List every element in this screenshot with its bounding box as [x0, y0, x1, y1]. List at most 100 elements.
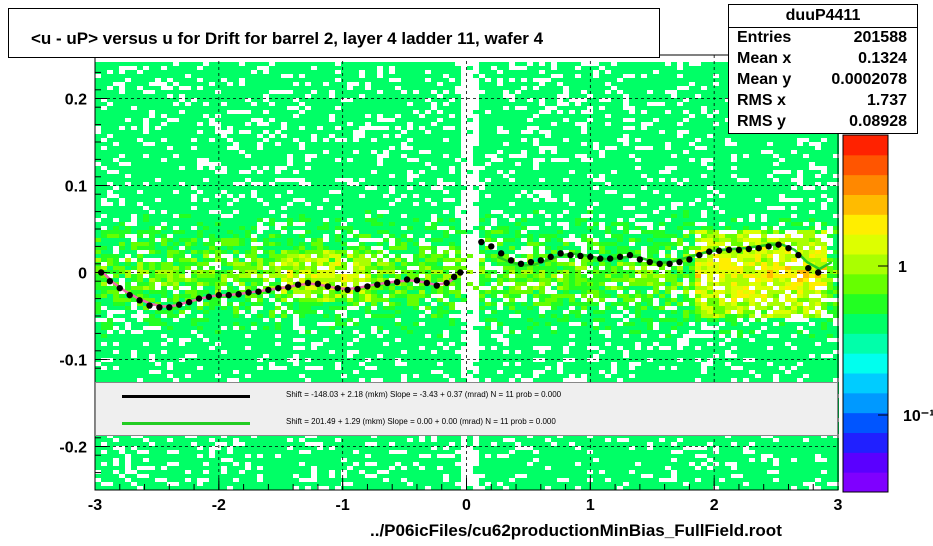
heatmap-cell: [329, 366, 335, 370]
heatmap-cell: [401, 242, 407, 246]
heatmap-cell: [407, 182, 413, 186]
heatmap-cell: [137, 286, 143, 290]
heatmap-cell: [155, 162, 161, 166]
heatmap-cell: [425, 274, 431, 278]
heatmap-cell: [323, 378, 329, 382]
heatmap-cell: [167, 238, 173, 242]
heatmap-cell: [335, 322, 341, 326]
heatmap-cell: [167, 110, 173, 114]
heatmap-cell: [245, 202, 251, 206]
heatmap-cell: [359, 326, 365, 330]
heatmap-cell: [293, 246, 299, 250]
heatmap-cell: [95, 166, 101, 170]
heatmap-cell: [251, 478, 257, 482]
heatmap-cell: [341, 82, 347, 86]
heatmap-cell: [377, 242, 383, 246]
heatmap-cell: [275, 214, 281, 218]
heatmap-cell: [389, 218, 395, 222]
heatmap-cell: [257, 258, 263, 262]
heatmap-cell: [119, 74, 125, 78]
heatmap-cell: [407, 322, 413, 326]
heatmap-cell: [107, 118, 113, 122]
heatmap-cell: [407, 210, 413, 214]
heatmap-cell: [209, 478, 215, 482]
heatmap-cell: [419, 334, 425, 338]
heatmap-cell: [233, 154, 239, 158]
heatmap-cell: [227, 78, 233, 82]
heatmap-cell: [401, 366, 407, 370]
heatmap-cell: [425, 482, 431, 486]
heatmap-cell: [353, 470, 359, 474]
heatmap-cell: [131, 458, 137, 462]
heatmap-cell: [353, 98, 359, 102]
heatmap-cell: [215, 474, 221, 478]
heatmap-cell: [251, 458, 257, 462]
heatmap-cell: [131, 466, 137, 470]
heatmap-cell: [323, 166, 329, 170]
heatmap-cell: [395, 306, 401, 310]
heatmap-cell: [323, 202, 329, 206]
heatmap-cell: [257, 86, 263, 90]
heatmap-cell: [413, 146, 419, 150]
heatmap-cell: [371, 350, 377, 354]
heatmap-cell: [305, 178, 311, 182]
heatmap-cell: [329, 318, 335, 322]
heatmap-cell: [395, 138, 401, 142]
heatmap-cell: [353, 214, 359, 218]
heatmap-cell: [341, 466, 347, 470]
heatmap-cell: [287, 118, 293, 122]
heatmap-cell: [221, 454, 227, 458]
heatmap-cell: [149, 486, 155, 490]
heatmap-cell: [227, 98, 233, 102]
heatmap-cell: [209, 110, 215, 114]
heatmap-cell: [233, 170, 239, 174]
heatmap-cell: [275, 358, 281, 362]
heatmap-cell: [341, 62, 347, 66]
heatmap-cell: [107, 338, 113, 342]
heatmap-cell: [239, 90, 245, 94]
heatmap-cell: [275, 114, 281, 118]
heatmap-cell: [203, 378, 209, 382]
heatmap-cell: [245, 274, 251, 278]
heatmap-cell: [161, 338, 167, 342]
heatmap-cell: [275, 350, 281, 354]
heatmap-cell: [311, 314, 317, 318]
heatmap-cell: [137, 126, 143, 130]
heatmap-cell: [287, 110, 293, 114]
heatmap-cell: [395, 170, 401, 174]
heatmap-cell: [317, 82, 323, 86]
heatmap-cell: [383, 378, 389, 382]
heatmap-cell: [197, 354, 203, 358]
heatmap-cell: [425, 122, 431, 126]
heatmap-cell: [269, 266, 275, 270]
heatmap-cell: [173, 446, 179, 450]
heatmap-cell: [215, 482, 221, 486]
heatmap-cell: [131, 450, 137, 454]
heatmap-cell: [395, 330, 401, 334]
heatmap-cell: [125, 202, 131, 206]
heatmap-cell: [329, 450, 335, 454]
heatmap-cell: [257, 446, 263, 450]
heatmap-cell: [329, 266, 335, 270]
heatmap-cell: [317, 86, 323, 90]
heatmap-cell: [275, 174, 281, 178]
heatmap-cell: [419, 258, 425, 262]
heatmap-cell: [155, 262, 161, 266]
heatmap-cell: [353, 162, 359, 166]
heatmap-cell: [401, 294, 407, 298]
heatmap-cell: [149, 314, 155, 318]
heatmap-cell: [365, 478, 371, 482]
heatmap-cell: [413, 258, 419, 262]
heatmap-cell: [245, 158, 251, 162]
heatmap-cell: [413, 214, 419, 218]
heatmap-cell: [173, 122, 179, 126]
heatmap-cell: [419, 110, 425, 114]
heatmap-cell: [101, 334, 107, 338]
heatmap-cell: [137, 482, 143, 486]
heatmap-cell: [155, 130, 161, 134]
heatmap-cell: [221, 174, 227, 178]
heatmap-cell: [125, 258, 131, 262]
heatmap-cell: [167, 378, 173, 382]
heatmap-cell: [287, 442, 293, 446]
heatmap-cell: [113, 378, 119, 382]
